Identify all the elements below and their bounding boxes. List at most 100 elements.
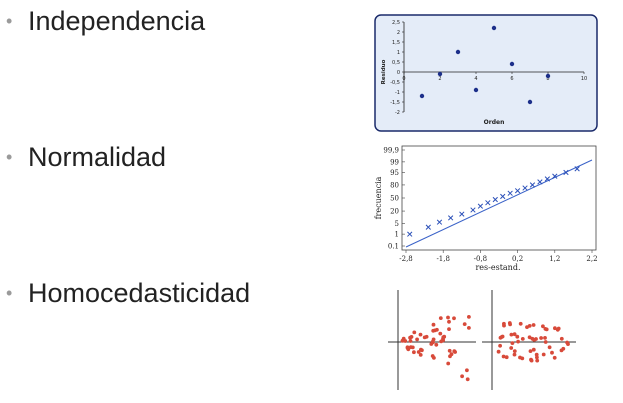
data-point <box>520 337 525 341</box>
data-point <box>418 353 423 357</box>
data-point <box>441 338 445 343</box>
data-point <box>547 345 552 350</box>
data-point <box>512 332 517 337</box>
data-point <box>432 356 436 360</box>
reference-line <box>405 159 593 248</box>
y-tick-label: 1,5 <box>392 40 400 46</box>
data-point <box>528 349 533 353</box>
bullet-dot: • <box>6 147 13 167</box>
x-tick-label: 2 <box>438 76 441 82</box>
data-point <box>535 355 539 360</box>
x-axis-label: res-estand. <box>475 263 520 272</box>
data-point <box>412 330 417 335</box>
data-point <box>419 347 423 352</box>
data-point <box>552 355 557 360</box>
data-point <box>565 340 569 345</box>
x-tick-label: 0 <box>402 76 405 82</box>
data-point <box>425 224 431 230</box>
x-tick-label: -0,8 <box>474 255 488 263</box>
data-point <box>422 335 427 340</box>
data-point <box>529 182 536 188</box>
data-point <box>574 166 580 172</box>
data-point <box>473 87 479 93</box>
y-tick-label: 50 <box>390 195 399 203</box>
data-point <box>544 327 549 332</box>
data-point <box>541 352 546 357</box>
x-tick-label: 8 <box>546 76 549 82</box>
data-point <box>452 349 457 353</box>
data-point <box>447 348 452 353</box>
bullet-normalidad: • Normalidad <box>6 142 166 173</box>
data-point <box>467 315 471 319</box>
data-point <box>491 25 497 31</box>
data-point <box>516 339 520 344</box>
data-point <box>447 215 454 221</box>
data-point <box>531 323 536 327</box>
data-point <box>408 345 413 349</box>
data-point <box>438 331 443 336</box>
x-tick-label: 2,2 <box>586 255 597 263</box>
data-point <box>496 349 501 354</box>
data-point <box>470 207 476 213</box>
data-point <box>559 348 564 353</box>
y-tick-label: 95 <box>390 169 399 177</box>
data-point <box>446 361 451 366</box>
data-point <box>477 203 484 209</box>
data-point <box>465 377 470 382</box>
data-point <box>518 355 522 360</box>
x-tick-label: -1,8 <box>436 255 450 263</box>
y-tick-label: -1 <box>395 90 400 96</box>
data-point <box>527 324 532 328</box>
y-tick-label: 99 <box>390 158 399 166</box>
data-point <box>527 335 532 340</box>
data-point <box>512 349 517 353</box>
data-point <box>408 339 413 343</box>
data-point <box>412 350 416 355</box>
y-tick-label: 80 <box>390 181 399 189</box>
data-point <box>455 49 461 55</box>
data-point <box>535 358 540 363</box>
data-point <box>407 231 413 237</box>
data-point <box>434 342 439 347</box>
data-point <box>507 190 513 196</box>
data-point <box>514 188 521 194</box>
data-point <box>447 319 451 324</box>
data-point <box>544 176 551 182</box>
y-tick-label: -2 <box>395 110 400 116</box>
data-point <box>512 352 517 357</box>
y-tick-label: 99,9 <box>383 147 399 155</box>
data-point <box>518 321 523 326</box>
data-point <box>509 61 515 67</box>
y-tick-label: 0.1 <box>388 243 399 251</box>
data-point <box>416 350 421 354</box>
x-tick-label: 0,2 <box>512 255 523 263</box>
x-tick-label: 4 <box>474 76 477 82</box>
data-point <box>419 93 425 99</box>
data-point <box>406 347 411 352</box>
data-point <box>537 179 543 185</box>
data-point <box>431 337 436 342</box>
y-tick-label: 0,5 <box>392 60 400 66</box>
bullet-homocedasticidad: • Homocedasticidad <box>6 278 250 309</box>
data-point <box>539 336 543 340</box>
data-point <box>498 343 502 348</box>
bullet-dot: • <box>6 11 13 31</box>
data-point <box>504 355 509 360</box>
data-point <box>401 336 406 341</box>
x-tick-label: -2,8 <box>399 255 413 263</box>
bullet-dot: • <box>6 283 13 303</box>
data-point <box>502 323 506 328</box>
data-point <box>485 200 491 206</box>
y-tick-label: 20 <box>390 208 399 216</box>
y-axis-label: frecuencia <box>374 176 383 219</box>
y-tick-label: -1,5 <box>390 100 400 106</box>
data-point <box>431 322 436 327</box>
y-tick-label: 1 <box>395 231 399 239</box>
normal-probability-chart: 99,9 99 95 80 50 20 5 1 0.1-2,8 -1,8 -0,8 0,2 1,2 2,2… <box>374 145 598 272</box>
data-point <box>438 316 443 320</box>
x-axis-label: Orden <box>484 119 505 126</box>
data-point <box>467 326 471 330</box>
data-point <box>515 334 520 339</box>
data-point <box>447 327 451 331</box>
data-point <box>500 193 506 200</box>
